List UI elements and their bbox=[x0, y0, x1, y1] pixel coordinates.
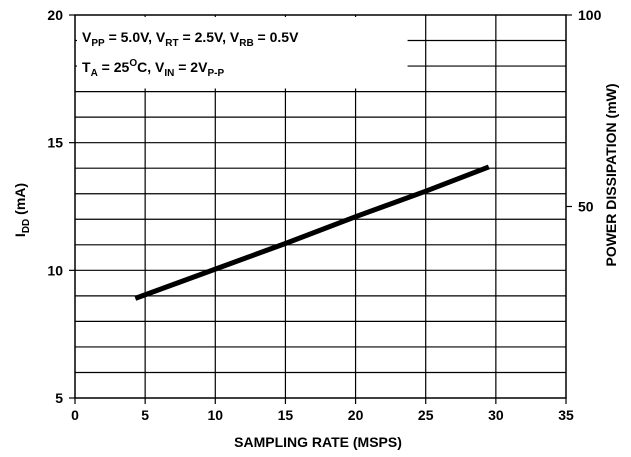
y-axis-title-sub: DD bbox=[21, 219, 32, 233]
y-axis-title-rest: (mA) bbox=[12, 183, 28, 219]
x-tick-label: 20 bbox=[348, 407, 364, 423]
x-tick-label: 0 bbox=[71, 407, 79, 423]
annotation-run: = 2V bbox=[174, 59, 208, 75]
y2-axis-title: POWER DISSIPATION (mW) bbox=[603, 83, 619, 266]
annotation-box bbox=[77, 17, 408, 89]
annotation-run: = 5.0V, V bbox=[105, 29, 166, 45]
x-tick-label: 25 bbox=[418, 407, 434, 423]
grid bbox=[75, 15, 566, 398]
y-tick-label: 10 bbox=[47, 262, 63, 278]
annotation-run: C, V bbox=[137, 59, 165, 75]
y2-tick-label: 100 bbox=[578, 7, 602, 23]
plot-frame bbox=[69, 14, 572, 404]
y2-tick-label: 50 bbox=[578, 199, 594, 215]
annotation-run: P-P bbox=[207, 68, 224, 79]
annotation-run: PP bbox=[91, 38, 105, 49]
y-axis-title-main: I bbox=[12, 233, 28, 237]
x-tick-labels: 0 5 10 15 20 25 30 35 bbox=[71, 407, 574, 423]
x-tick-label: 35 bbox=[558, 407, 574, 423]
series-group bbox=[134, 164, 490, 301]
annotation-line-1: VPP = 5.0V, VRT = 2.5V, VRB = 0.5V bbox=[82, 29, 299, 49]
x-tick-label: 10 bbox=[207, 407, 223, 423]
x-tick-label: 30 bbox=[488, 407, 504, 423]
annotation-line-2: TA = 25OC, VIN = 2VP-P bbox=[82, 58, 224, 79]
annotation-run: = 2.5V, V bbox=[179, 29, 240, 45]
y-axis-title: IDD (mA) bbox=[12, 183, 32, 237]
annotation-run: O bbox=[129, 58, 137, 69]
y-tick-label: 20 bbox=[47, 7, 63, 23]
annotation-run: = 0.5V bbox=[254, 29, 299, 45]
x-axis-title: SAMPLING RATE (MSPS) bbox=[234, 434, 402, 450]
annotation-run: V bbox=[82, 29, 92, 45]
annotation-run: RT bbox=[165, 38, 178, 49]
annotation-run: = 25 bbox=[98, 59, 130, 75]
y-tick-label: 5 bbox=[55, 390, 63, 406]
annotation-run: IN bbox=[164, 68, 174, 79]
series-line bbox=[134, 164, 490, 301]
x-tick-label: 15 bbox=[278, 407, 294, 423]
annotation-run: T bbox=[82, 59, 91, 75]
annotation-run: RB bbox=[239, 38, 253, 49]
y-tick-label: 15 bbox=[47, 135, 63, 151]
y-tick-labels: 5 10 15 20 bbox=[47, 7, 63, 406]
x-tick-label: 5 bbox=[141, 407, 149, 423]
annotation-run: A bbox=[91, 68, 98, 79]
y2-tick-labels: 50 100 bbox=[578, 7, 602, 215]
